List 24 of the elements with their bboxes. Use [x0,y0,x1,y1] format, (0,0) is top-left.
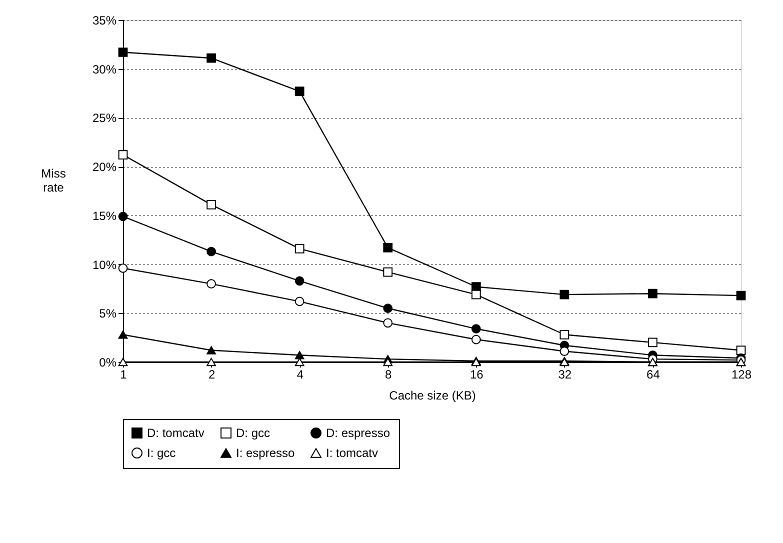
y-tick-label: 30% [92,62,117,76]
y-tick-label: 10% [92,258,117,272]
legend-label: I: gcc [147,446,176,460]
y-tick-label: 25% [92,111,117,126]
legend-label: D: gcc [236,426,270,440]
y-tick-label: 20% [92,160,117,174]
y-tick-label: 5% [99,306,117,321]
y-axis-title: Miss rate [41,166,66,194]
legend-label: I: tomcatv [326,446,378,460]
x-tick-label: 16 [470,368,484,382]
x-tick-label: 128 [731,368,752,382]
y-tick-label: 0% [99,356,117,370]
x-tick-label: 1 [120,368,128,382]
legend-label: D: tomcatv [147,426,204,440]
y-tick-label: 35% [92,14,117,28]
x-tick-label: 32 [558,368,572,382]
legend-label: D: espresso [326,426,390,440]
x-tick-label: 8 [385,368,392,382]
x-tick-label: 4 [296,368,304,382]
legend-label: I: espresso [236,446,296,460]
x-tick-label: 2 [208,368,216,382]
x-tick-label: 64 [646,368,660,382]
y-tick-label: 15% [92,208,117,223]
x-axis-title: Cache size (KB) [389,388,476,402]
